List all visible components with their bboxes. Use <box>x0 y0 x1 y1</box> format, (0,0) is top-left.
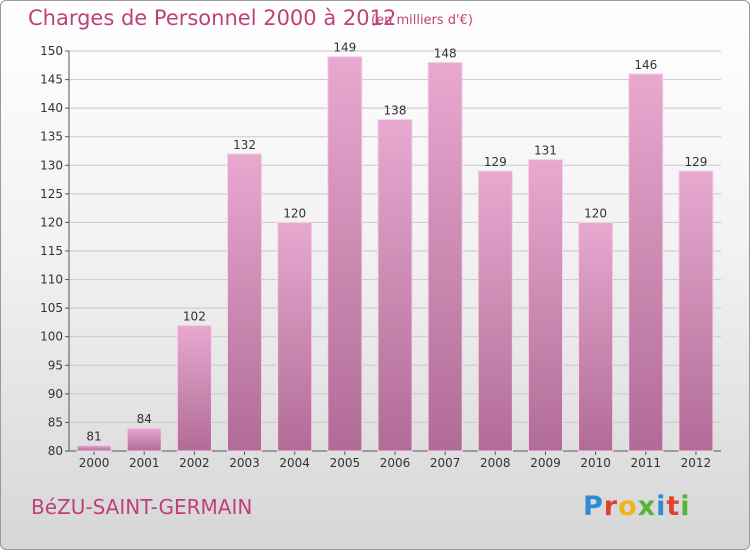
data-label: 81 <box>86 429 101 443</box>
logo-letter: i <box>680 491 691 522</box>
y-tick-label: 95 <box>48 358 63 372</box>
data-label: 131 <box>534 144 557 158</box>
y-tick-label: 135 <box>40 130 63 144</box>
x-tick-label: 2007 <box>430 456 461 470</box>
logo-letter: o <box>618 491 638 522</box>
data-label: 84 <box>137 412 152 426</box>
data-label: 138 <box>384 104 407 118</box>
logo-letter: t <box>666 491 681 522</box>
bar-2006 <box>377 119 413 452</box>
chart-unit: (en milliers d'€) <box>371 13 473 28</box>
y-tick-label: 150 <box>40 44 63 58</box>
y-tick-label: 110 <box>40 273 63 287</box>
logo-letter: x <box>637 491 657 522</box>
logo-letter: r <box>603 491 619 522</box>
y-tick-label: 140 <box>40 101 63 115</box>
bar-2005 <box>327 56 363 452</box>
x-tick-label: 2005 <box>330 456 361 470</box>
bar-2002 <box>176 324 212 452</box>
commune-name: BéZU-SAINT-GERMAIN <box>31 495 253 519</box>
data-label: 102 <box>183 309 206 323</box>
y-tick-label: 100 <box>40 330 63 344</box>
data-label: 120 <box>283 206 306 220</box>
logo-letter: P <box>583 491 604 522</box>
y-tick-label: 125 <box>40 187 63 201</box>
data-label: 129 <box>684 155 707 169</box>
x-tick-label: 2002 <box>179 456 210 470</box>
x-tick-label: 2009 <box>530 456 561 470</box>
x-tick-label: 2001 <box>129 456 160 470</box>
x-tick-label: 2000 <box>79 456 110 470</box>
bar-2004 <box>277 221 313 452</box>
data-label: 149 <box>333 41 356 55</box>
data-labels: 81 84 102 132 120 149 138 148 129 131 120 146 129 <box>86 41 707 444</box>
bar-2012 <box>678 170 714 452</box>
y-tick-label: 115 <box>40 244 63 258</box>
bar-2010 <box>578 221 614 452</box>
data-label: 120 <box>584 206 607 220</box>
x-tick-label: 2012 <box>681 456 712 470</box>
bar-2009 <box>527 159 564 452</box>
x-tick-label: 2003 <box>229 456 260 470</box>
bar-2001 <box>126 427 162 452</box>
chart-title: Charges de Personnel 2000 à 2012 <box>28 6 397 30</box>
proxiti-logo: Proxiti <box>583 491 691 522</box>
bar-2008 <box>477 170 513 452</box>
bar-2000 <box>76 444 112 452</box>
y-tick-label: 145 <box>40 73 63 87</box>
y-tick-label: 90 <box>48 387 63 401</box>
x-tick-label: 2010 <box>580 456 611 470</box>
logo-letter: i <box>656 491 667 522</box>
y-tick-label: 105 <box>40 301 63 315</box>
y-tick-label: 130 <box>40 158 63 172</box>
data-label: 146 <box>634 58 657 72</box>
y-tick-label: 85 <box>48 415 63 429</box>
data-label: 132 <box>233 138 256 152</box>
x-tick-label: 2004 <box>279 456 310 470</box>
data-label: 148 <box>434 46 457 60</box>
x-tick-label: 2011 <box>630 456 661 470</box>
x-tick-label: 2008 <box>480 456 511 470</box>
bar-2011 <box>628 73 664 452</box>
data-label: 129 <box>484 155 507 169</box>
x-tick-label: 2006 <box>380 456 411 470</box>
y-tick-label: 120 <box>40 215 63 229</box>
bar-2003 <box>226 153 263 452</box>
y-tick-label: 80 <box>48 444 63 458</box>
bar-2007 <box>427 61 463 452</box>
bars <box>76 56 714 452</box>
